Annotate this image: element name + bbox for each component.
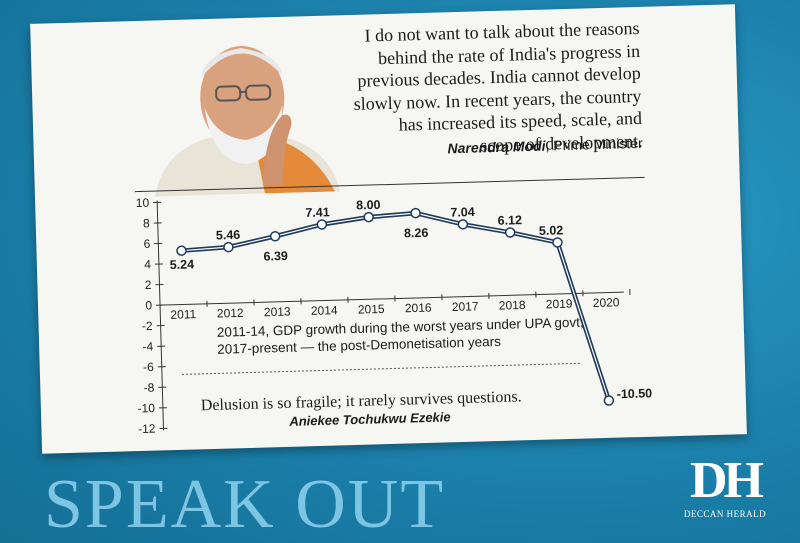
y-tick-label: 4 — [144, 257, 151, 271]
y-tick-label: -8 — [143, 381, 154, 395]
x-tick-label: 2013 — [264, 304, 291, 319]
x-tick-label: 2018 — [499, 298, 526, 313]
y-tick-label: -4 — [142, 339, 153, 353]
y-tick-label: 0 — [145, 298, 152, 312]
data-point — [603, 395, 615, 406]
data-label: -10.50 — [617, 386, 653, 401]
y-tick-label: -6 — [143, 360, 154, 374]
data-label: 6.39 — [263, 249, 288, 264]
x-axis — [160, 291, 624, 306]
y-tick-label: -12 — [138, 422, 156, 436]
data-label: 6.12 — [497, 213, 522, 228]
y-axis — [156, 200, 165, 431]
data-label: 7.41 — [305, 205, 330, 220]
data-label: 5.46 — [216, 228, 241, 243]
data-point — [552, 237, 563, 248]
logo-mark: DH — [690, 452, 764, 509]
series-line-highlight — [181, 212, 610, 401]
deccan-herald-logo: DH DECCAN HERALD — [670, 452, 780, 520]
data-label: 5.02 — [539, 223, 564, 238]
portrait-illustration — [130, 33, 345, 198]
data-label: 8.00 — [356, 198, 381, 213]
gdp-growth-chart: 10 8 6 4 2 0 -2 -4 -6 -8 -10 -12 2011 2012 2013 2014 201… — [136, 196, 653, 436]
x-tick-label: 2016 — [405, 301, 432, 316]
x-tick-label: 2015 — [358, 302, 385, 317]
reference-line — [181, 362, 581, 375]
data-point — [316, 219, 328, 230]
x-tick-label: 2020 — [593, 295, 620, 310]
y-tick-label: -2 — [142, 319, 153, 333]
speak-out-banner: SPEAK OUT — [44, 466, 446, 543]
data-point — [504, 227, 516, 238]
data-label: 7.04 — [450, 205, 475, 220]
y-tick-label: 8 — [143, 216, 150, 230]
y-tick-label: -10 — [137, 401, 155, 415]
data-point — [269, 231, 281, 242]
x-tick-label: 2011 — [170, 307, 197, 322]
y-tick-label: 10 — [136, 196, 150, 210]
x-tick-label: 2012 — [217, 306, 244, 321]
x-tick-label: 2014 — [311, 303, 338, 318]
data-label: 8.26 — [404, 226, 429, 241]
data-point — [176, 245, 187, 256]
data-point — [363, 211, 374, 223]
data-point — [410, 207, 421, 219]
data-point — [457, 219, 469, 230]
x-tick-label: 2019 — [546, 297, 573, 312]
x-tick-label: 2017 — [452, 299, 479, 314]
y-tick-label: 6 — [143, 237, 150, 251]
series-line — [181, 210, 612, 402]
logo-name: DECCAN HERALD — [683, 509, 767, 519]
quote-card: I do not want to talk about the reasons … — [30, 4, 747, 454]
data-label: 5.24 — [170, 257, 195, 272]
y-tick-label: 2 — [145, 278, 152, 292]
data-point — [223, 241, 234, 253]
